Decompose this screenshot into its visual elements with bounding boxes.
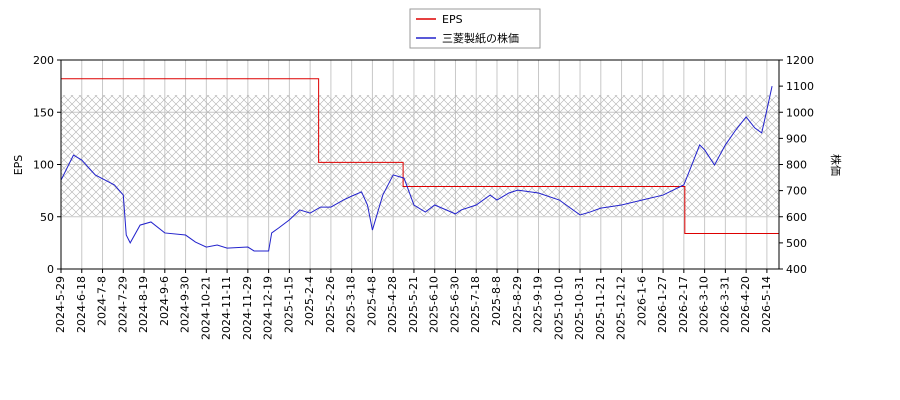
y2-tick-label: 400 (786, 263, 807, 276)
x-tick-label: 2025-9-19 (532, 276, 545, 333)
y-tick-label: 50 (40, 211, 54, 224)
x-tick-label: 2026-2-17 (677, 276, 690, 333)
x-tick-label: 2024-5-29 (54, 276, 67, 333)
x-tick-label: 2025-8-8 (490, 276, 503, 326)
x-tick-label: 2024-7-29 (116, 276, 129, 333)
x-tick-label: 2025-5-21 (407, 276, 420, 333)
legend (409, 8, 541, 49)
x-tick-label: 2025-4-28 (386, 276, 399, 333)
x-tick-label: 2024-9-6 (158, 276, 171, 326)
y2-tick-label: 800 (786, 159, 807, 172)
x-tick-label: 2026-3-10 (698, 276, 711, 333)
x-tick-label: 2025-4-8 (365, 276, 378, 326)
band (61, 95, 779, 216)
x-tick-label: 2026-5-14 (760, 276, 773, 333)
x-tick-label: 2026-3-31 (718, 276, 731, 333)
x-tick-label: 2024-10-21 (199, 276, 212, 340)
x-tick-label: 2025-1-15 (282, 276, 295, 333)
x-tick-label: 2024-6-18 (75, 276, 88, 333)
x-tick-label: 2025-11-21 (594, 276, 607, 340)
y2-tick-label: 500 (786, 237, 807, 250)
x-tick-label: 2024-11-11 (220, 276, 233, 340)
x-tick-label: 2024-12-19 (262, 276, 275, 340)
x-tick-label: 2025-2-26 (324, 276, 337, 333)
y2-tick-label: 900 (786, 132, 807, 145)
y2-tick-label: 600 (786, 211, 807, 224)
x-tick-label: 2025-8-29 (511, 276, 524, 333)
y-tick-label: 0 (47, 263, 54, 276)
legend-label: 三菱製紙の株価 (442, 31, 519, 45)
x-tick-label: 2024-9-30 (179, 276, 192, 333)
x-tick-label: 2026-4-20 (739, 276, 752, 333)
x-tick-label: 2025-12-12 (615, 276, 628, 340)
x-tick-label: 2025-6-10 (428, 276, 441, 333)
series-line (60, 86, 773, 252)
y2-tick-label: 1000 (786, 106, 814, 119)
x-tick-label: 2025-10-10 (552, 276, 565, 340)
x-tick-label: 2024-8-19 (137, 276, 150, 333)
y2-tick-label: 1200 (786, 54, 814, 67)
x-tick-label: 2024-11-29 (241, 276, 254, 340)
y-axis-label: EPS (12, 155, 25, 176)
x-tick-label: 2026-1-27 (656, 276, 669, 333)
y2-axis-label: 株価 (829, 154, 843, 176)
series-line (61, 78, 779, 234)
y-tick-label: 100 (33, 159, 54, 172)
y2-tick-label: 1100 (786, 80, 814, 93)
x-tick-label: 2025-3-18 (345, 276, 358, 333)
y-tick-label: 200 (33, 54, 54, 67)
x-tick-label: 2025-7-18 (469, 276, 482, 333)
y-tick-label: 150 (33, 106, 54, 119)
legend-label: EPS (442, 13, 463, 26)
y2-tick-label: 700 (786, 185, 807, 198)
x-tick-label: 2026-1-6 (635, 276, 648, 326)
x-tick-label: 2025-6-30 (448, 276, 461, 333)
x-tick-label: 2024-7-8 (96, 276, 109, 326)
x-tick-label: 2025-2-4 (303, 276, 316, 326)
x-tick-label: 2025-10-31 (573, 276, 586, 340)
